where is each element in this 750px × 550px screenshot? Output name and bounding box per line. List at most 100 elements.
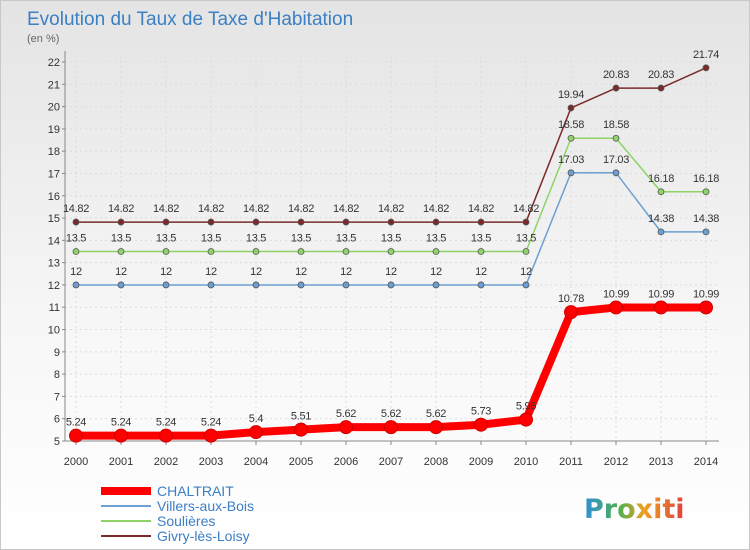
data-label: 12 bbox=[520, 266, 532, 278]
data-label: 12 bbox=[160, 266, 172, 278]
data-label: 14.82 bbox=[468, 203, 494, 215]
data-label: 5.62 bbox=[426, 408, 446, 420]
data-label: 12 bbox=[250, 266, 262, 278]
data-label: 20.83 bbox=[603, 69, 629, 81]
data-label: 14.82 bbox=[333, 203, 359, 215]
y-tick-label: 22 bbox=[48, 57, 60, 69]
data-point bbox=[657, 84, 665, 92]
chart-unit: (en %) bbox=[27, 33, 59, 45]
y-tick-label: 19 bbox=[48, 124, 60, 136]
data-point bbox=[162, 248, 170, 255]
data-point bbox=[567, 104, 575, 112]
data-label: 17.03 bbox=[603, 154, 629, 166]
data-point bbox=[567, 134, 575, 142]
data-label: 13.5 bbox=[156, 233, 176, 245]
data-label: 5.4 bbox=[249, 413, 264, 425]
y-tick-label: 11 bbox=[49, 302, 60, 314]
data-point bbox=[612, 134, 620, 142]
data-label: 12 bbox=[295, 266, 307, 278]
data-point bbox=[207, 218, 215, 226]
series-souli-res bbox=[72, 134, 710, 255]
data-label: 14.82 bbox=[378, 203, 404, 215]
y-tick-label: 21 bbox=[48, 79, 60, 91]
data-point bbox=[477, 218, 485, 226]
proxiti-logo: Proxiti bbox=[584, 494, 685, 525]
data-label: 5.62 bbox=[336, 408, 356, 420]
series-chaltrait bbox=[69, 300, 713, 443]
data-label: 17.03 bbox=[558, 154, 584, 166]
data-point bbox=[72, 248, 80, 255]
data-label: 14.82 bbox=[198, 203, 224, 215]
data-point bbox=[249, 425, 263, 440]
data-label: 10.99 bbox=[648, 288, 674, 300]
data-label: 5.24 bbox=[156, 417, 176, 429]
legend-label: Villers-aux-Bois bbox=[157, 498, 254, 514]
data-label: 18.58 bbox=[558, 119, 584, 131]
data-label: 14.82 bbox=[63, 203, 89, 215]
x-tick-label: 2010 bbox=[514, 456, 538, 468]
series-givry-l-s-loisy bbox=[72, 64, 710, 226]
data-label: 20.83 bbox=[648, 69, 674, 81]
data-point bbox=[69, 428, 83, 443]
data-label: 12 bbox=[475, 266, 487, 278]
data-point bbox=[702, 64, 710, 72]
data-point bbox=[609, 300, 623, 315]
data-point bbox=[297, 218, 305, 226]
x-tick-label: 2002 bbox=[154, 456, 178, 468]
x-tick-label: 2000 bbox=[64, 456, 88, 468]
data-point bbox=[297, 248, 305, 255]
data-label: 5.24 bbox=[111, 417, 131, 429]
data-point bbox=[342, 218, 350, 226]
data-point bbox=[159, 428, 173, 443]
data-point bbox=[522, 218, 530, 226]
data-point bbox=[297, 281, 305, 289]
data-point bbox=[252, 281, 260, 289]
x-tick-label: 2005 bbox=[289, 456, 313, 468]
series-villers-aux-bois bbox=[72, 169, 710, 289]
data-point bbox=[522, 248, 530, 255]
data-label: 14.38 bbox=[693, 213, 719, 225]
data-label: 5.96 bbox=[516, 401, 536, 413]
data-point bbox=[432, 281, 440, 289]
data-point bbox=[72, 281, 80, 289]
data-label: 5.73 bbox=[471, 406, 491, 418]
data-point bbox=[117, 248, 125, 255]
data-label: 21.74 bbox=[693, 49, 719, 61]
chart-title: Evolution du Taux de Taxe d'Habitation bbox=[27, 9, 353, 30]
data-point bbox=[564, 305, 578, 320]
data-point bbox=[699, 300, 713, 315]
data-point bbox=[252, 218, 260, 226]
data-point bbox=[342, 248, 350, 255]
data-point bbox=[204, 428, 218, 443]
data-label: 13.5 bbox=[291, 233, 311, 245]
data-point bbox=[657, 188, 665, 196]
data-label: 16.18 bbox=[648, 173, 674, 185]
data-point bbox=[207, 248, 215, 255]
x-tick-label: 2011 bbox=[559, 456, 583, 468]
data-label: 12 bbox=[385, 266, 397, 278]
data-point bbox=[657, 228, 665, 236]
data-point bbox=[612, 84, 620, 92]
data-label: 13.5 bbox=[516, 233, 536, 245]
data-point bbox=[384, 420, 398, 435]
data-label: 12 bbox=[115, 266, 127, 278]
data-label: 16.18 bbox=[693, 173, 719, 185]
data-point bbox=[117, 281, 125, 289]
data-point bbox=[72, 218, 80, 226]
y-tick-label: 6 bbox=[54, 414, 60, 426]
y-tick-label: 7 bbox=[54, 391, 60, 403]
y-tick-label: 16 bbox=[48, 191, 60, 203]
y-tick-label: 17 bbox=[48, 168, 60, 180]
data-label: 5.24 bbox=[201, 417, 221, 429]
data-point bbox=[612, 169, 620, 177]
data-point bbox=[702, 228, 710, 236]
y-tick-label: 5 bbox=[54, 436, 60, 448]
y-tick-label: 15 bbox=[48, 213, 60, 225]
y-tick-label: 9 bbox=[54, 347, 60, 359]
data-point bbox=[117, 218, 125, 226]
y-tick-label: 14 bbox=[48, 235, 60, 247]
data-label: 13.5 bbox=[471, 233, 491, 245]
data-point bbox=[207, 281, 215, 289]
x-tick-label: 2014 bbox=[694, 456, 718, 468]
